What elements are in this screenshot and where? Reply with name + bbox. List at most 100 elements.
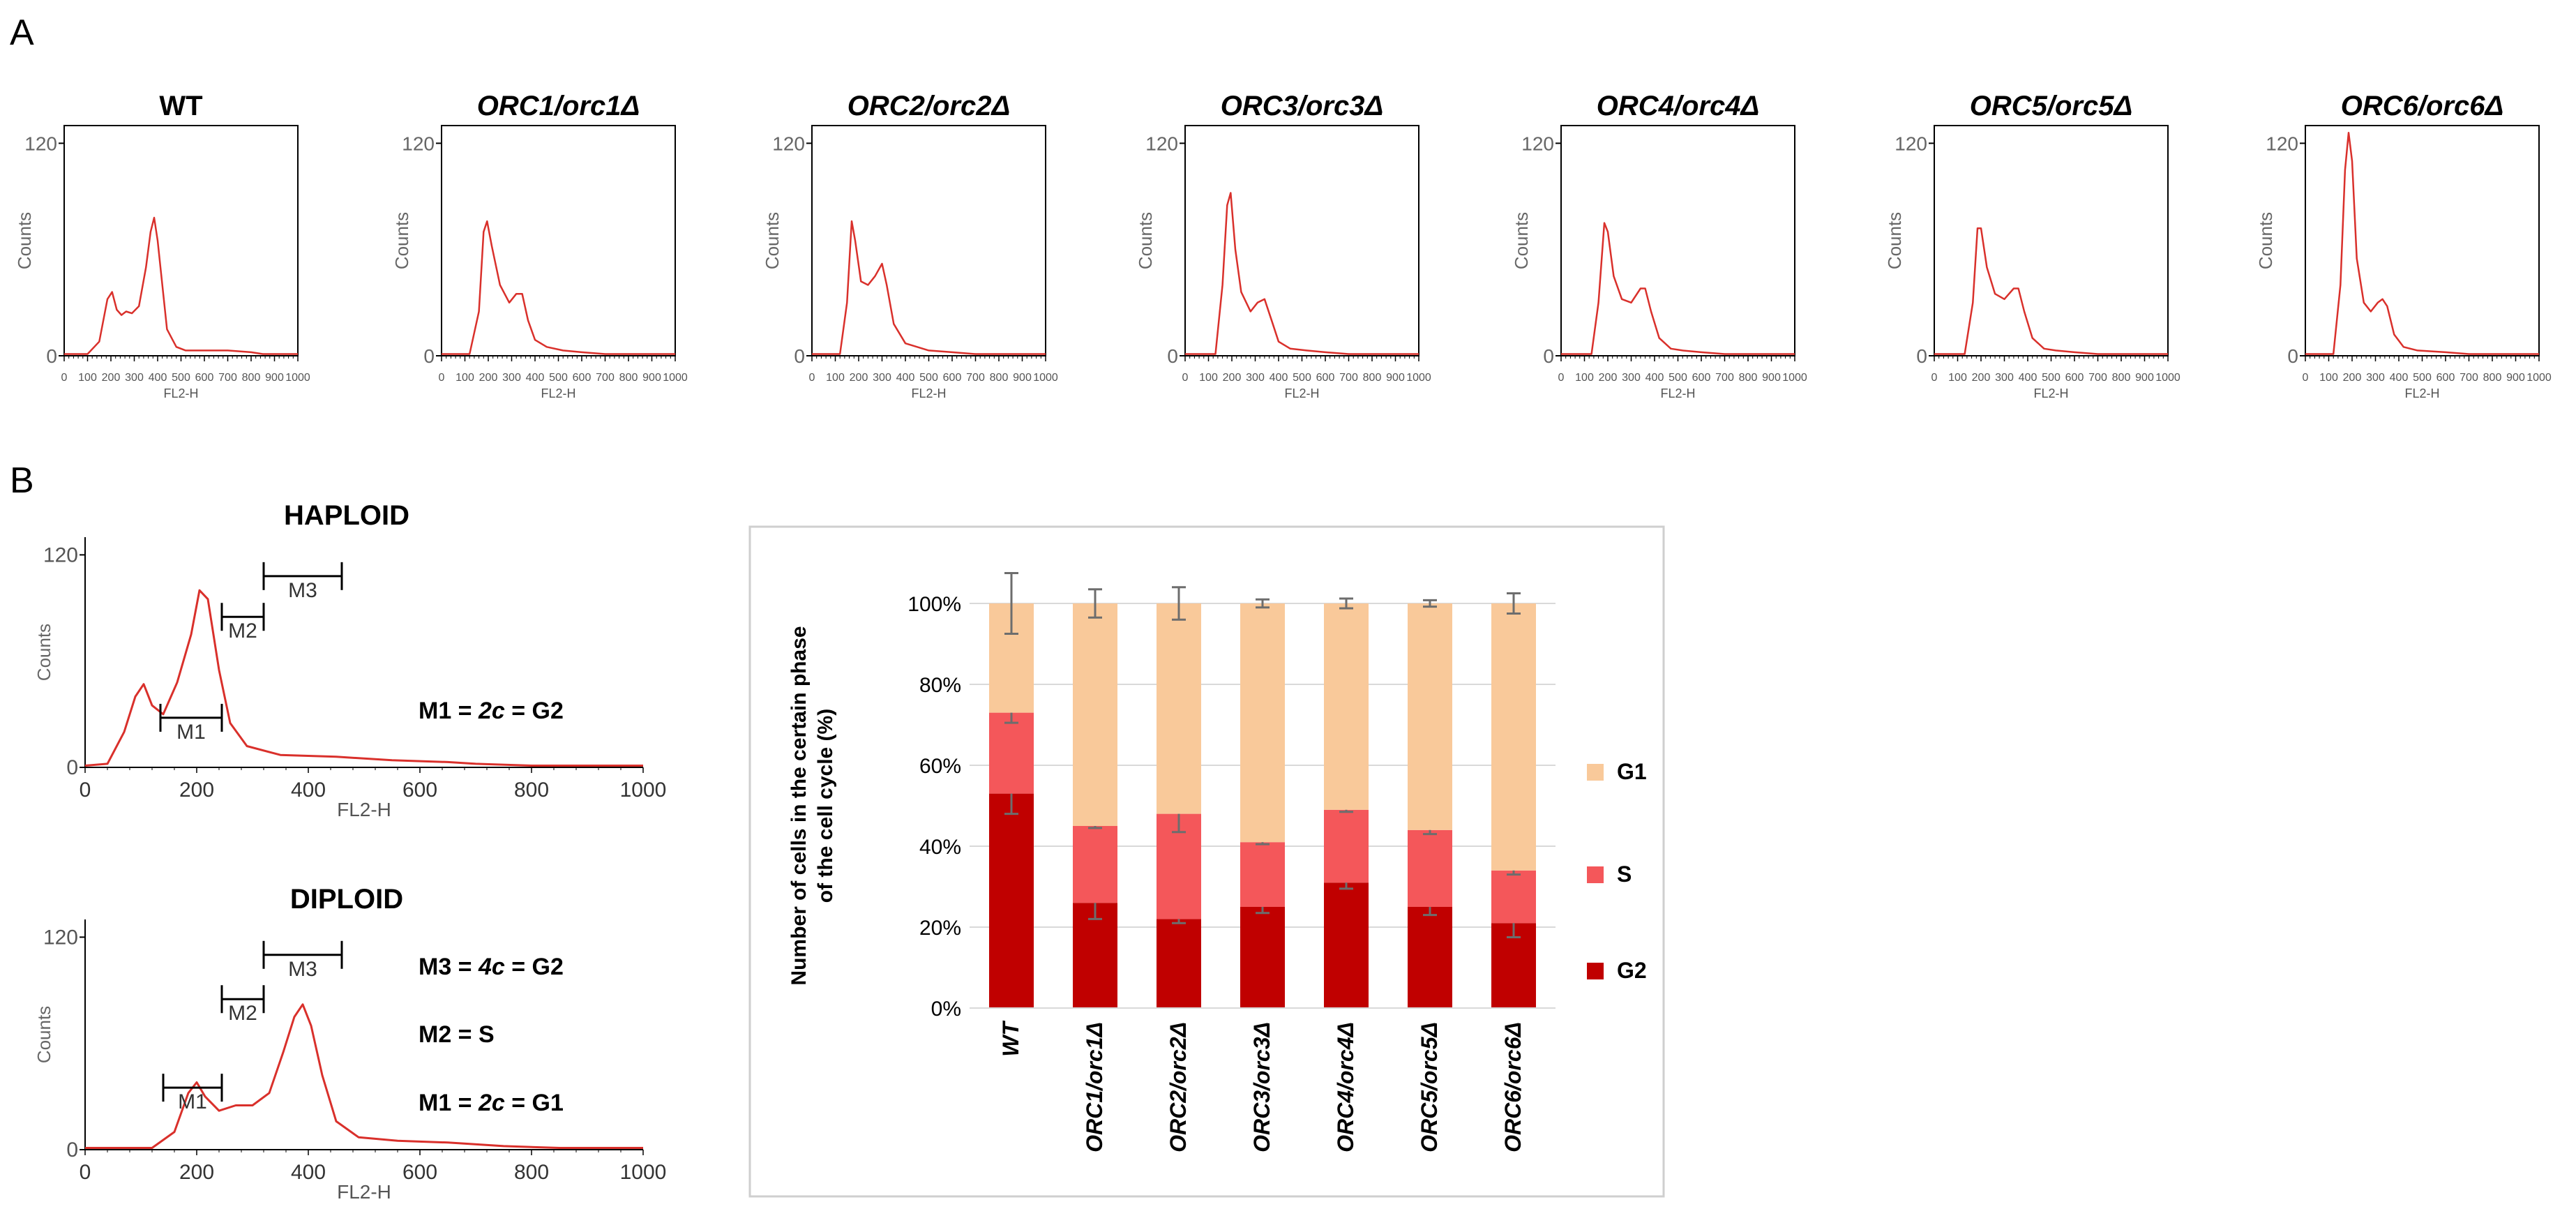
- histogram-curve: [85, 1003, 643, 1149]
- x-tick-label: 500: [172, 372, 190, 384]
- histogram-2: ORC1/orc1Δ 120 0 Counts 0 100 200 300 400 500 600 7…: [391, 91, 688, 400]
- y-tick-label: 0: [66, 1138, 78, 1162]
- x-tick-label: 800: [1739, 372, 1758, 384]
- cell-cycle-stacked-bar-chart: 0% 20% 40% 60% 80% 100% Number of cells in the…: [748, 525, 1665, 1198]
- diploid-annotation-part: 2c: [478, 1090, 505, 1116]
- x-tick-label: 1000: [663, 372, 688, 384]
- x-tick-label: 200: [179, 779, 214, 802]
- x-tick-label: 0: [809, 372, 815, 384]
- bar-g1: [1408, 603, 1452, 830]
- histogram-curve: [1185, 192, 1419, 355]
- y-tick-label: 100%: [907, 593, 961, 616]
- histogram-curve: [64, 216, 298, 355]
- y-tick-label: 80%: [919, 674, 961, 697]
- x-tick-label: 600: [943, 372, 962, 384]
- y-tick-label: 120: [2266, 133, 2298, 154]
- histogram-curve: [442, 220, 675, 355]
- x-axis-title: FL2-H: [163, 386, 198, 400]
- histogram-title-part: ORC5/orc5Δ: [1970, 91, 2133, 121]
- diploid-annotation-part: = G1: [505, 1090, 564, 1116]
- histogram-title: ORC6/orc6Δ: [2341, 91, 2504, 121]
- y-axis-title: Counts: [33, 624, 54, 681]
- y-axis-title: Number of cells in the certain phase: [788, 626, 811, 985]
- x-tick-label: 1000: [2526, 372, 2552, 384]
- histogram-title: ORC2/orc2Δ: [848, 91, 1011, 121]
- x-tick-label: 800: [514, 779, 549, 802]
- x-tick-label: 100: [1948, 372, 1967, 384]
- x-tick-label: 900: [1386, 372, 1405, 384]
- x-axis-title: FL2-H: [337, 799, 391, 820]
- x-tick-label: 100: [78, 372, 97, 384]
- y-tick-label: 120: [772, 133, 805, 154]
- plot-frame: [811, 125, 1046, 356]
- legend-swatch: [1587, 764, 1604, 781]
- y-axis-title: Counts: [33, 1006, 54, 1063]
- histogram-title: ORC4/orc4Δ: [1597, 91, 1760, 121]
- y-tick-label: 0: [1167, 345, 1178, 367]
- legend-item-s: S: [1587, 862, 1632, 887]
- x-tick-label: 800: [1363, 372, 1382, 384]
- category-label: ORC6/orc6Δ: [1500, 1022, 1526, 1152]
- y-axis-title: Counts: [391, 212, 412, 269]
- x-tick-label: 500: [2413, 372, 2432, 384]
- y-tick-label: 40%: [919, 836, 961, 859]
- x-tick-label: 1000: [2155, 372, 2180, 384]
- error-bar: [1004, 572, 1018, 635]
- x-tick-label: 1000: [1782, 372, 1807, 384]
- x-tick-label: 300: [873, 372, 891, 384]
- histogram-title: WT: [159, 91, 202, 121]
- x-tick-label: 0: [1931, 372, 1938, 384]
- legend-swatch: [1587, 866, 1604, 883]
- x-tick-label: 900: [2135, 372, 2154, 384]
- x-tick-label: 900: [1762, 372, 1781, 384]
- x-tick-label: 400: [291, 1161, 326, 1184]
- plot-frame: [63, 125, 299, 356]
- x-tick-label: 900: [265, 372, 284, 384]
- x-tick-label: 500: [1669, 372, 1687, 384]
- bar-s: [989, 712, 1034, 794]
- gate-label: M3: [288, 958, 317, 981]
- bar-g2: [1073, 903, 1117, 1008]
- bar-g1: [1157, 603, 1201, 814]
- y-axis-title: Counts: [14, 212, 35, 269]
- x-tick-label: 400: [896, 372, 915, 384]
- y-axis-title: Counts: [1511, 212, 1532, 269]
- x-tick-label: 600: [2436, 372, 2455, 384]
- x-tick-label: 600: [1692, 372, 1711, 384]
- histogram-curve: [1934, 227, 2168, 355]
- x-tick-label: 500: [1293, 372, 1311, 384]
- gate-label: M3: [288, 579, 317, 602]
- y-tick-label: 0: [66, 756, 78, 779]
- gate-label: M2: [228, 1002, 257, 1025]
- x-tick-label: 300: [1995, 372, 2014, 384]
- x-tick-label: 800: [2483, 372, 2502, 384]
- histogram-4: ORC3/orc3Δ 120 0 Counts 0 100 200 300 400 500 600 7…: [1135, 91, 1431, 400]
- legend-item-g1: G1: [1587, 759, 1647, 784]
- x-tick-label: 800: [514, 1161, 549, 1184]
- x-tick-label: 700: [596, 372, 615, 384]
- legend-label: S: [1617, 862, 1632, 887]
- x-tick-label: 1000: [285, 372, 310, 384]
- x-tick-label: 0: [439, 372, 445, 384]
- x-tick-label: 0: [61, 372, 68, 384]
- y-axis-title: Counts: [2255, 212, 2276, 269]
- x-tick-label: 1000: [1406, 372, 1431, 384]
- x-tick-label: 500: [2042, 372, 2061, 384]
- x-tick-label: 100: [826, 372, 845, 384]
- x-tick-label: 700: [1715, 372, 1734, 384]
- x-tick-label: 200: [179, 1161, 214, 1184]
- haploid-annotation-part: M1 =: [419, 698, 479, 724]
- y-axis-title: Counts: [1135, 212, 1156, 269]
- x-axis-title: FL2-H: [2033, 386, 2068, 400]
- x-axis-title: FL2-H: [911, 386, 946, 400]
- x-tick-label: 600: [402, 1161, 437, 1184]
- y-tick-label: 0: [2287, 345, 2298, 367]
- bar-g2: [1157, 919, 1201, 1008]
- y-tick-label: 120: [43, 926, 78, 949]
- x-tick-label: 300: [502, 372, 521, 384]
- x-tick-label: 300: [1246, 372, 1265, 384]
- gate-label: M2: [228, 619, 257, 642]
- bar-s: [1408, 829, 1452, 907]
- x-tick-label: 600: [402, 779, 437, 802]
